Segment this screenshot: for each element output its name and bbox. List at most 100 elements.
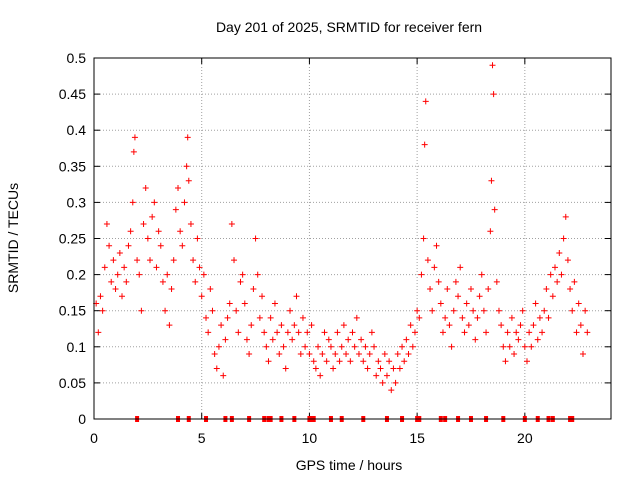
data-point <box>168 286 175 293</box>
data-point <box>116 249 123 256</box>
data-point <box>149 213 156 220</box>
data-point <box>508 314 515 321</box>
data-point <box>435 278 442 285</box>
data-point <box>261 329 268 336</box>
data-point <box>474 314 481 321</box>
data-point <box>246 351 253 358</box>
data-point <box>446 322 453 329</box>
plot-frame <box>93 57 612 420</box>
data-point <box>403 336 410 343</box>
data-point <box>325 336 332 343</box>
grid <box>94 58 611 419</box>
data-point <box>323 358 330 365</box>
data-point <box>295 329 302 336</box>
data-point <box>345 336 352 343</box>
data-point <box>388 387 395 394</box>
chart-title: Day 201 of 2025, SRMTID for receiver fer… <box>216 19 482 35</box>
data-point <box>390 365 397 372</box>
data-point <box>536 314 543 321</box>
data-point <box>293 293 300 300</box>
data-point <box>231 257 238 264</box>
data-point <box>224 314 231 321</box>
data-point <box>564 257 571 264</box>
data-point <box>349 329 356 336</box>
data-points <box>93 62 591 394</box>
y-tick-label: 0.3 <box>67 194 87 210</box>
data-point <box>562 213 569 220</box>
data-point <box>196 264 203 271</box>
data-point <box>175 184 182 191</box>
data-point <box>317 372 324 379</box>
data-point <box>284 329 291 336</box>
data-point <box>123 278 130 285</box>
data-point <box>500 343 507 350</box>
data-point <box>226 300 233 307</box>
data-point <box>110 257 117 264</box>
data-point <box>511 351 518 358</box>
data-point <box>203 314 210 321</box>
y-tick-label: 0.15 <box>59 303 86 319</box>
data-point <box>235 329 242 336</box>
data-point <box>177 228 184 235</box>
data-point <box>211 351 218 358</box>
data-point <box>371 343 378 350</box>
data-point <box>291 322 298 329</box>
data-point <box>461 329 468 336</box>
data-point <box>424 257 431 264</box>
data-point <box>392 379 399 386</box>
data-point <box>179 242 186 249</box>
data-point <box>399 343 406 350</box>
data-point <box>330 365 337 372</box>
data-point <box>429 307 436 314</box>
data-point <box>463 300 470 307</box>
data-point <box>338 343 345 350</box>
data-point <box>450 307 457 314</box>
data-point <box>185 177 192 184</box>
data-point <box>233 307 240 314</box>
data-point <box>577 322 584 329</box>
data-point <box>304 329 311 336</box>
data-point <box>422 98 429 105</box>
data-point <box>336 358 343 365</box>
data-point <box>407 322 414 329</box>
data-point <box>485 286 492 293</box>
data-point <box>444 286 451 293</box>
axis-ticks: 0 0.05 0.1 0.15 0.2 0.25 0.3 0.35 0.4 0.45 0.5 0 5 10… <box>59 50 611 446</box>
y-tick-label: 0.2 <box>67 267 87 283</box>
data-point <box>556 249 563 256</box>
data-point <box>310 358 317 365</box>
data-point <box>299 314 306 321</box>
y-tick-label: 0.25 <box>59 231 86 247</box>
data-point <box>411 329 418 336</box>
data-point <box>155 228 162 235</box>
data-point <box>321 329 328 336</box>
data-point <box>483 329 490 336</box>
data-point <box>267 314 274 321</box>
data-point <box>386 358 393 365</box>
data-point <box>539 329 546 336</box>
data-point <box>414 307 421 314</box>
data-point <box>381 351 388 358</box>
data-point <box>138 307 145 314</box>
data-point <box>571 278 578 285</box>
data-point <box>151 199 158 206</box>
data-point <box>493 278 500 285</box>
data-point <box>108 278 115 285</box>
data-point <box>362 343 369 350</box>
data-point <box>308 322 315 329</box>
data-point <box>541 307 548 314</box>
data-point <box>220 372 227 379</box>
data-point <box>554 278 561 285</box>
data-point <box>420 235 427 242</box>
data-point <box>575 300 582 307</box>
y-tick-label: 0.45 <box>59 86 86 102</box>
data-point <box>560 235 567 242</box>
data-point <box>448 343 455 350</box>
data-point <box>140 221 147 228</box>
data-point <box>547 271 554 278</box>
x-tick-label: 15 <box>409 430 425 446</box>
data-point <box>353 314 360 321</box>
data-point <box>340 322 347 329</box>
data-point <box>166 322 173 329</box>
